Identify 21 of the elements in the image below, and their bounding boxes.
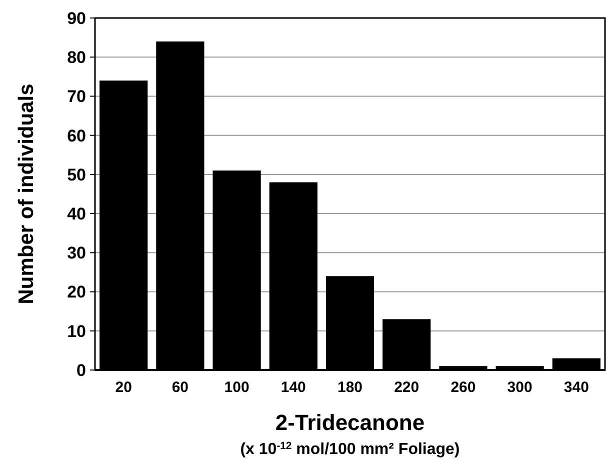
y-tick-label: 0	[76, 360, 86, 380]
x-tick-label: 20	[115, 379, 132, 396]
y-tick-label: 10	[67, 322, 86, 341]
y-tick-label: 90	[67, 8, 86, 28]
y-tick-label: 70	[67, 87, 86, 106]
x-tick-label: 60	[172, 379, 189, 396]
y-tick-label: 50	[67, 165, 86, 184]
y-tick-label: 80	[67, 48, 86, 68]
x-tick-label: 340	[564, 379, 589, 396]
x-tick-label: 260	[450, 379, 476, 396]
x-tick-label: 300	[507, 379, 532, 396]
x-tick-label: 180	[337, 379, 363, 396]
y-axis-title: Number of individuals	[15, 84, 38, 304]
y-tick-label: 20	[67, 282, 86, 302]
x-axis-title: 2-Tridecanone (x 10$^{-12}$ mol/100 mm² Foliage)	[240, 410, 460, 458]
y-tick-label: 30	[67, 244, 86, 263]
x-tick-label: 220	[394, 379, 420, 396]
y-tick-label: 60	[67, 126, 86, 146]
x-tick-label: 100	[224, 379, 250, 396]
x-tick-label: 140	[280, 379, 306, 396]
y-tick-label: 40	[67, 204, 86, 224]
